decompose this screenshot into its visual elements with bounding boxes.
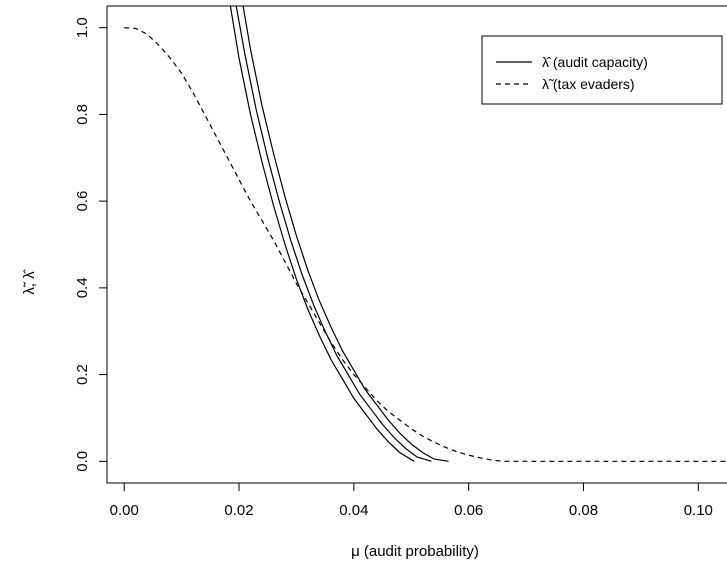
y-tick-label: 0.8 <box>74 104 91 125</box>
y-tick-label: 0.6 <box>74 191 91 212</box>
x-tick-label: 0.00 <box>110 502 139 519</box>
legend-label: λ̂ (audit capacity) <box>542 54 648 70</box>
x-axis: 0.00 0.02 0.04 0.06 0.08 0.10 <box>110 483 713 519</box>
legend-label: λ̃ (tax evaders) <box>542 76 635 92</box>
x-tick-label: 0.10 <box>684 502 713 519</box>
y-tick-label: 0.2 <box>74 364 91 385</box>
series-line-2 <box>243 6 449 461</box>
series-line-0 <box>230 6 414 461</box>
y-tick-label: 0.0 <box>74 451 91 472</box>
y-tick-label: 0.4 <box>74 277 91 298</box>
series-line-1 <box>236 6 431 461</box>
y-axis-title: λ̃, λ̂ <box>21 268 38 294</box>
x-tick-label: 0.02 <box>224 502 253 519</box>
x-tick-label: 0.08 <box>569 502 598 519</box>
y-tick-label: 1.0 <box>74 17 91 38</box>
legend: λ̂ (audit capacity) λ̃ (tax evaders) <box>482 36 722 104</box>
x-tick-label: 0.06 <box>454 502 483 519</box>
legend-box <box>482 36 722 104</box>
y-axis: 0.0 0.2 0.4 0.6 0.8 1.0 <box>74 17 107 471</box>
x-axis-title: μ (audit probability) <box>351 543 479 560</box>
x-tick-label: 0.04 <box>339 502 368 519</box>
